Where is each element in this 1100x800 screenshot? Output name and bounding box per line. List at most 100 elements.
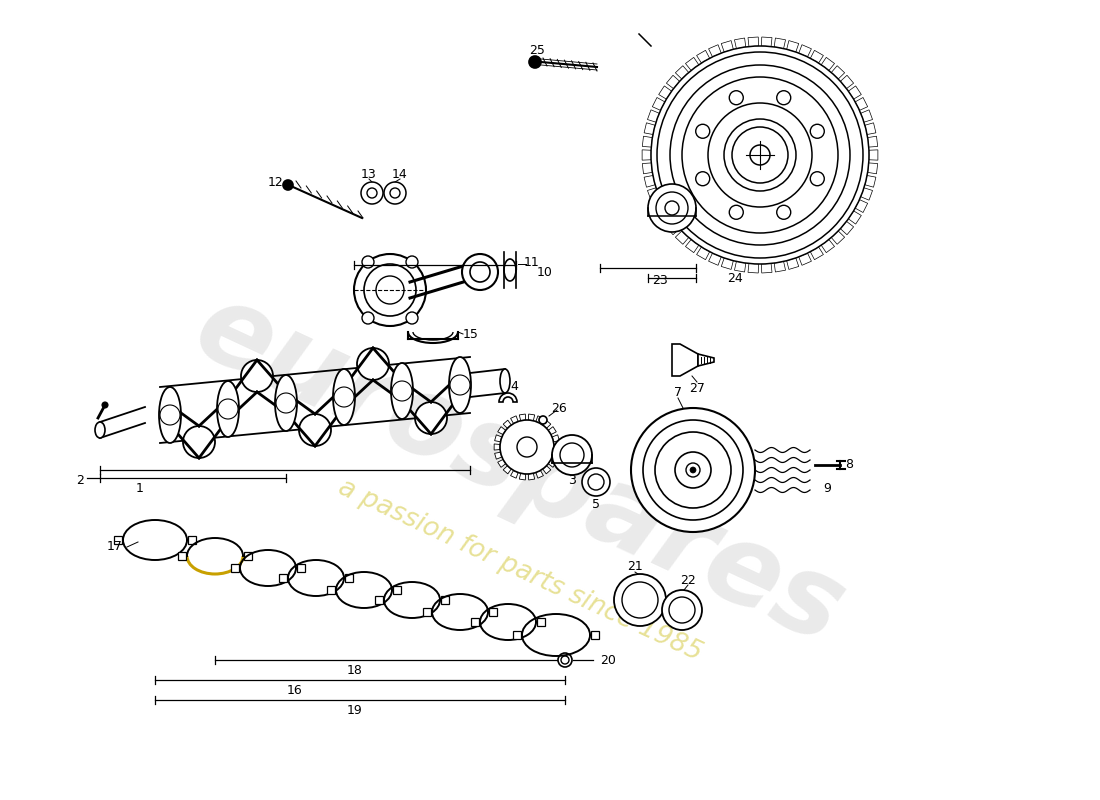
Bar bbox=[114, 536, 122, 544]
Polygon shape bbox=[822, 239, 835, 253]
Polygon shape bbox=[652, 200, 664, 213]
Polygon shape bbox=[510, 470, 518, 478]
Circle shape bbox=[644, 420, 743, 520]
Circle shape bbox=[406, 312, 418, 324]
Text: 16: 16 bbox=[287, 683, 303, 697]
Polygon shape bbox=[860, 188, 872, 200]
Circle shape bbox=[500, 420, 554, 474]
Polygon shape bbox=[855, 98, 868, 110]
Polygon shape bbox=[648, 110, 659, 122]
Circle shape bbox=[777, 206, 791, 219]
Bar bbox=[279, 574, 287, 582]
Circle shape bbox=[367, 188, 377, 198]
Circle shape bbox=[670, 65, 850, 245]
Ellipse shape bbox=[500, 369, 510, 393]
Polygon shape bbox=[648, 188, 659, 200]
Text: 25: 25 bbox=[529, 43, 544, 57]
Circle shape bbox=[390, 188, 400, 198]
Circle shape bbox=[648, 184, 696, 232]
Circle shape bbox=[283, 180, 293, 190]
Text: a passion for parts since 1985: a passion for parts since 1985 bbox=[334, 474, 706, 666]
Circle shape bbox=[669, 597, 695, 623]
Text: 9: 9 bbox=[823, 482, 830, 494]
Bar bbox=[231, 564, 239, 572]
Polygon shape bbox=[528, 474, 535, 480]
Circle shape bbox=[651, 46, 869, 264]
Bar bbox=[471, 618, 478, 626]
Polygon shape bbox=[495, 452, 502, 459]
Bar bbox=[393, 586, 402, 594]
Polygon shape bbox=[696, 50, 710, 63]
Bar bbox=[327, 586, 336, 594]
Circle shape bbox=[450, 375, 470, 395]
Ellipse shape bbox=[333, 369, 355, 425]
Text: 1: 1 bbox=[136, 482, 144, 494]
Circle shape bbox=[662, 590, 702, 630]
Text: 17: 17 bbox=[107, 541, 123, 554]
Polygon shape bbox=[761, 37, 772, 46]
Text: 23: 23 bbox=[652, 274, 668, 286]
Circle shape bbox=[729, 206, 744, 219]
Polygon shape bbox=[552, 435, 560, 442]
Polygon shape bbox=[799, 45, 812, 57]
Polygon shape bbox=[722, 41, 734, 52]
Polygon shape bbox=[519, 474, 526, 480]
Bar bbox=[375, 596, 383, 604]
Circle shape bbox=[588, 474, 604, 490]
Circle shape bbox=[218, 399, 238, 419]
Circle shape bbox=[102, 402, 108, 408]
Circle shape bbox=[384, 182, 406, 204]
Polygon shape bbox=[554, 444, 560, 450]
Polygon shape bbox=[667, 222, 680, 234]
Polygon shape bbox=[542, 466, 551, 474]
Polygon shape bbox=[652, 98, 664, 110]
Polygon shape bbox=[811, 50, 824, 63]
Ellipse shape bbox=[95, 422, 104, 438]
Text: 21: 21 bbox=[627, 559, 642, 573]
Polygon shape bbox=[735, 38, 746, 49]
Polygon shape bbox=[855, 200, 868, 213]
Polygon shape bbox=[659, 211, 672, 224]
Circle shape bbox=[362, 312, 374, 324]
Circle shape bbox=[276, 393, 296, 413]
Circle shape bbox=[529, 56, 541, 68]
Circle shape bbox=[729, 90, 744, 105]
Polygon shape bbox=[774, 262, 785, 272]
Circle shape bbox=[299, 414, 331, 446]
Text: 5: 5 bbox=[592, 498, 600, 510]
Polygon shape bbox=[503, 466, 512, 474]
Circle shape bbox=[708, 103, 812, 207]
Polygon shape bbox=[497, 459, 506, 467]
Bar bbox=[513, 631, 521, 639]
Bar bbox=[441, 596, 449, 604]
Polygon shape bbox=[865, 123, 876, 134]
Circle shape bbox=[470, 262, 490, 282]
Circle shape bbox=[724, 119, 796, 191]
Polygon shape bbox=[848, 86, 861, 99]
Bar bbox=[188, 536, 196, 544]
Circle shape bbox=[750, 145, 770, 165]
Polygon shape bbox=[552, 452, 560, 459]
Circle shape bbox=[666, 201, 679, 215]
Text: 26: 26 bbox=[551, 402, 566, 414]
Polygon shape bbox=[848, 211, 861, 224]
Polygon shape bbox=[840, 75, 854, 89]
Circle shape bbox=[682, 77, 838, 233]
Circle shape bbox=[811, 172, 824, 186]
Polygon shape bbox=[748, 37, 758, 46]
Text: 18: 18 bbox=[348, 663, 363, 677]
Polygon shape bbox=[667, 75, 680, 89]
Circle shape bbox=[406, 256, 418, 268]
Text: 3: 3 bbox=[568, 474, 576, 486]
Circle shape bbox=[656, 192, 688, 224]
Polygon shape bbox=[799, 253, 812, 266]
Ellipse shape bbox=[275, 375, 297, 431]
Polygon shape bbox=[503, 420, 512, 428]
Circle shape bbox=[364, 264, 416, 316]
Circle shape bbox=[614, 574, 666, 626]
Polygon shape bbox=[685, 58, 698, 70]
Polygon shape bbox=[495, 435, 502, 442]
Polygon shape bbox=[536, 470, 543, 478]
Polygon shape bbox=[675, 66, 689, 79]
Circle shape bbox=[657, 52, 864, 258]
